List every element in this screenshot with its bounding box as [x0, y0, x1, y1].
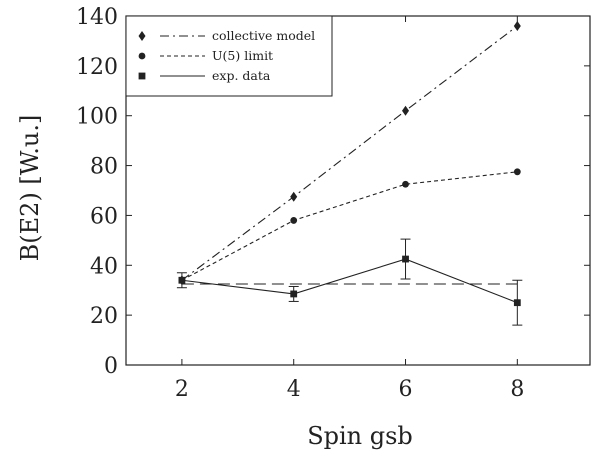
data-markers [178, 20, 521, 307]
series-line-3 [181, 258, 518, 304]
diamond-marker [513, 20, 521, 31]
y-tick-label: 60 [90, 204, 118, 229]
square-marker [178, 276, 186, 284]
legend-square-icon [138, 72, 146, 80]
y-tick-label: 100 [76, 105, 118, 130]
x-axis-title: Spin gsb [307, 422, 413, 450]
x-tick-label: 2 [175, 377, 189, 402]
diamond-marker [402, 105, 410, 116]
circle-marker [513, 168, 521, 176]
x-tick-label: 4 [287, 377, 301, 402]
y-tick-label: 0 [104, 354, 118, 379]
y-axis-title: B(E2) [W.u.] [16, 115, 44, 262]
legend-label: exp. data [212, 68, 271, 83]
legend-circle-icon [138, 52, 146, 60]
series-lines [181, 25, 518, 304]
y-tick-label: 20 [90, 304, 118, 329]
y-axis: 0 20 40 60 80 100 120 140 [76, 5, 590, 379]
circle-marker [290, 217, 298, 224]
plot-frame [125, 15, 591, 366]
legend-diamond-icon [138, 31, 146, 41]
circle-marker [402, 180, 409, 188]
error-bars [176, 238, 523, 326]
square-marker [290, 290, 298, 298]
y-tick-label: 120 [76, 55, 118, 80]
square-marker [513, 299, 521, 307]
y-tick-label: 40 [90, 254, 118, 279]
plot-area-border [125, 15, 591, 366]
x-tick-label: 6 [399, 377, 413, 402]
legend-label: collective model [212, 28, 315, 43]
square-marker [402, 255, 409, 263]
legend: collective model U(5) limit exp. data [125, 15, 333, 97]
x-tick-label: 8 [510, 377, 524, 402]
y-tick-label: 140 [76, 5, 118, 30]
diamond-marker [290, 191, 298, 202]
series-line-2 [181, 171, 518, 281]
legend-label: U(5) limit [212, 48, 273, 63]
series-line-1 [181, 25, 518, 281]
y-tick-label: 80 [90, 155, 118, 180]
x-axis: 2 4 6 8 [175, 16, 524, 402]
